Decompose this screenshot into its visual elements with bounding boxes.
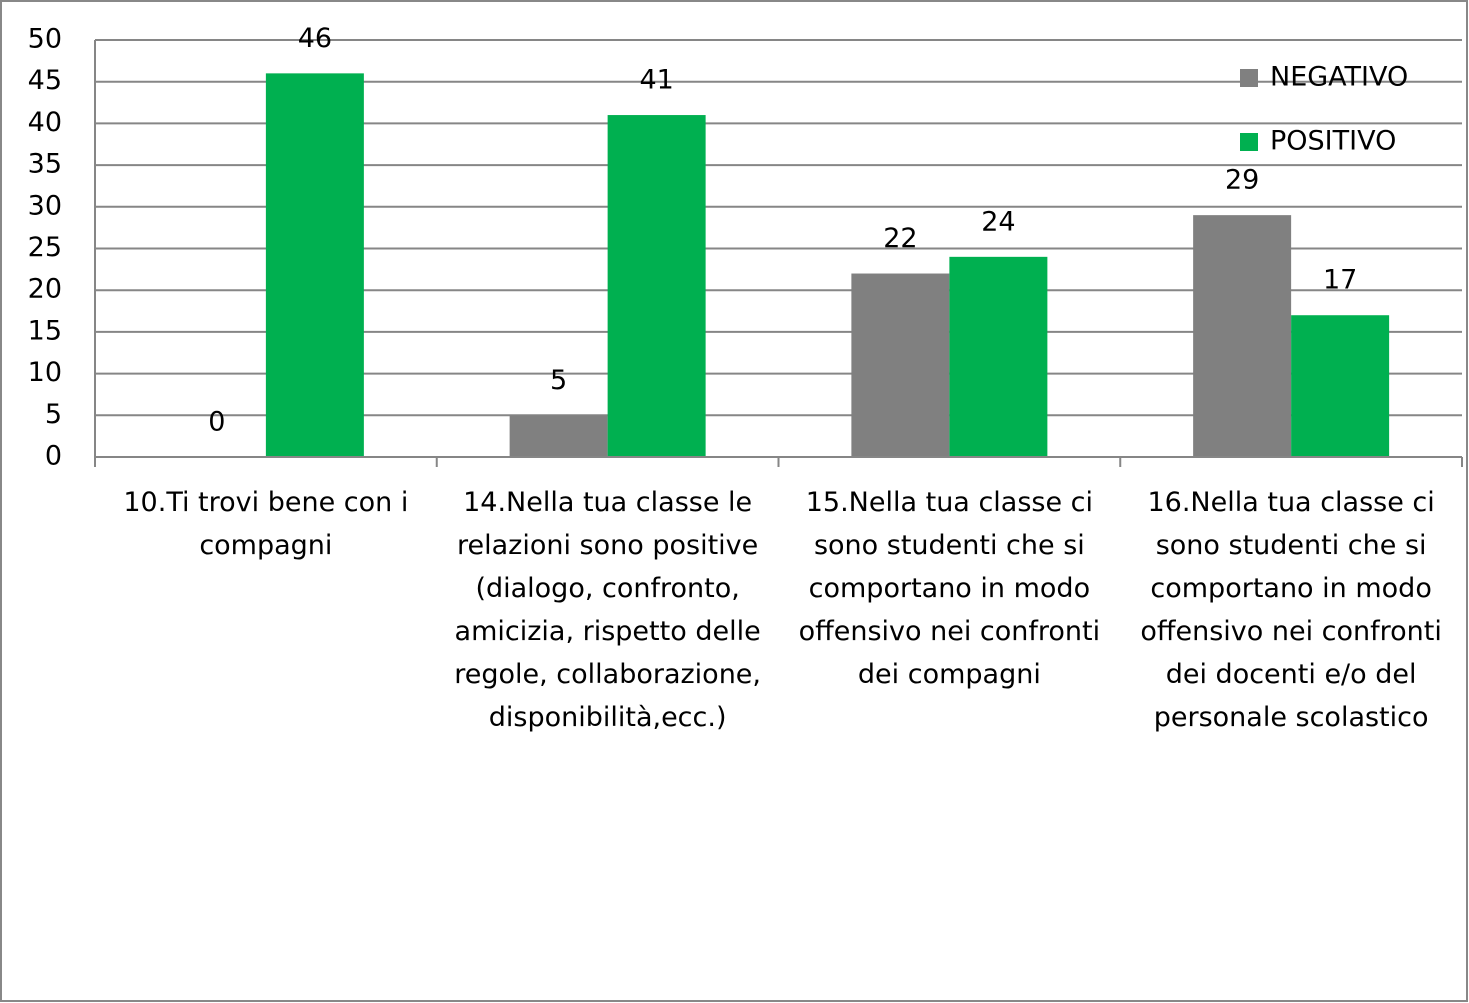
- data-label: 46: [298, 23, 332, 54]
- y-tick-label: 25: [28, 232, 62, 263]
- x-tick-label: 14.Nella tua classe le relazioni sono po…: [454, 487, 762, 733]
- data-label: 5: [550, 365, 567, 396]
- x-tick-label: 10.Ti trovi bene con i compagni: [123, 487, 409, 561]
- bar: [265, 73, 364, 458]
- bar: [1193, 215, 1292, 457]
- y-tick-label: 35: [28, 149, 62, 180]
- legend-swatch: [1240, 69, 1258, 87]
- bar: [851, 273, 950, 457]
- x-tick-label: 16.Nella tua classe ci sono studenti che…: [1140, 487, 1442, 733]
- y-tick-label: 15: [28, 315, 62, 346]
- legend-label: NEGATIVO: [1270, 62, 1408, 93]
- y-tick-label: 5: [45, 399, 62, 430]
- y-tick-label: 10: [28, 357, 62, 388]
- data-label: 41: [639, 65, 673, 96]
- legend-swatch: [1240, 133, 1258, 151]
- y-tick-label: 20: [28, 274, 62, 305]
- bar: [509, 415, 608, 457]
- data-label: 0: [208, 407, 225, 438]
- y-tick-label: 45: [28, 65, 62, 96]
- y-tick-label: 30: [28, 190, 62, 221]
- y-tick-label: 40: [28, 107, 62, 138]
- data-label: 17: [1323, 265, 1357, 296]
- bar: [1291, 315, 1390, 457]
- legend-label: POSITIVO: [1270, 126, 1396, 157]
- data-label: 22: [883, 223, 917, 254]
- bar: [949, 256, 1048, 457]
- x-tick-label: 15.Nella tua classe ci sono studenti che…: [798, 487, 1101, 690]
- data-label: 29: [1225, 165, 1259, 196]
- y-tick-label: 0: [45, 441, 62, 472]
- y-tick-label: 50: [28, 24, 62, 55]
- data-label: 24: [981, 206, 1015, 237]
- bar: [607, 115, 706, 457]
